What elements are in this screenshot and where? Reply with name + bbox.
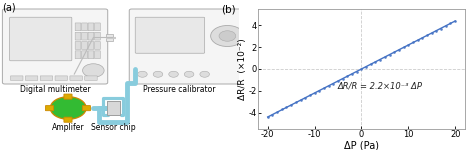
Point [442, 25, 449, 27]
FancyBboxPatch shape [94, 42, 100, 49]
FancyBboxPatch shape [82, 51, 87, 59]
FancyBboxPatch shape [135, 17, 205, 53]
Point [357, 67, 365, 70]
Bar [107, 101, 119, 115]
FancyBboxPatch shape [75, 32, 81, 40]
Point [386, 54, 393, 56]
FancyBboxPatch shape [75, 42, 81, 49]
Point [400, 46, 407, 49]
X-axis label: ΔP (Pa): ΔP (Pa) [344, 141, 379, 150]
FancyBboxPatch shape [75, 51, 81, 59]
Bar [106, 34, 113, 40]
Point [451, 20, 459, 22]
Point [329, 83, 337, 85]
FancyBboxPatch shape [82, 23, 87, 31]
Point [297, 99, 304, 101]
Circle shape [50, 97, 86, 119]
Y-axis label: ΔR/R  (×10⁻²): ΔR/R (×10⁻²) [238, 38, 247, 100]
FancyBboxPatch shape [9, 17, 72, 61]
FancyBboxPatch shape [55, 76, 67, 80]
Circle shape [210, 26, 244, 46]
Point [381, 56, 389, 58]
Point [414, 39, 421, 41]
Text: (b): (b) [221, 4, 236, 14]
Point [269, 113, 276, 116]
Point [376, 58, 384, 61]
FancyBboxPatch shape [64, 94, 72, 99]
Point [438, 28, 445, 30]
Text: ΔR/R = 2.2×10⁻³ ΔP: ΔR/R = 2.2×10⁻³ ΔP [338, 82, 423, 91]
FancyBboxPatch shape [82, 106, 91, 111]
Text: Amplifer: Amplifer [52, 123, 84, 132]
Text: Pressure calibrator: Pressure calibrator [143, 85, 216, 94]
Text: Sensor chip: Sensor chip [91, 123, 136, 132]
Circle shape [200, 71, 210, 77]
Circle shape [184, 71, 194, 77]
FancyBboxPatch shape [94, 32, 100, 40]
Point [353, 71, 361, 73]
Point [273, 111, 281, 113]
FancyBboxPatch shape [2, 9, 108, 84]
Point [301, 97, 309, 99]
FancyBboxPatch shape [88, 23, 94, 31]
Point [367, 63, 374, 65]
Point [320, 87, 328, 89]
Point [419, 37, 426, 39]
FancyBboxPatch shape [88, 51, 94, 59]
Point [433, 29, 440, 32]
Circle shape [153, 71, 163, 77]
FancyBboxPatch shape [82, 32, 87, 40]
Point [325, 85, 332, 87]
FancyBboxPatch shape [88, 42, 94, 49]
Text: (a): (a) [2, 2, 16, 12]
Point [292, 101, 300, 103]
Point [316, 90, 323, 92]
FancyBboxPatch shape [85, 76, 97, 80]
FancyBboxPatch shape [46, 106, 54, 111]
Point [372, 61, 379, 63]
Point [395, 49, 403, 51]
FancyBboxPatch shape [10, 76, 23, 80]
FancyBboxPatch shape [70, 76, 82, 80]
Circle shape [82, 64, 104, 77]
Point [287, 104, 295, 106]
Point [428, 32, 436, 34]
Point [311, 92, 319, 94]
Circle shape [137, 71, 147, 77]
Point [344, 75, 351, 77]
FancyBboxPatch shape [40, 76, 53, 80]
Bar [107, 101, 119, 115]
Point [404, 44, 412, 46]
Point [391, 51, 398, 53]
Point [339, 78, 346, 80]
FancyBboxPatch shape [82, 42, 87, 49]
FancyBboxPatch shape [129, 9, 254, 84]
FancyBboxPatch shape [26, 76, 38, 80]
Point [423, 34, 431, 36]
Circle shape [169, 71, 178, 77]
Point [348, 73, 356, 75]
Point [334, 80, 342, 82]
FancyBboxPatch shape [64, 117, 72, 122]
Point [278, 108, 285, 111]
Text: Digital multimeter: Digital multimeter [20, 85, 91, 94]
FancyBboxPatch shape [94, 51, 100, 59]
Point [362, 65, 370, 68]
FancyBboxPatch shape [94, 23, 100, 31]
Point [283, 106, 290, 109]
Circle shape [219, 31, 236, 41]
FancyBboxPatch shape [88, 32, 94, 40]
Point [264, 116, 272, 118]
Point [409, 41, 417, 43]
FancyBboxPatch shape [75, 23, 81, 31]
Point [447, 22, 454, 25]
Point [306, 94, 314, 96]
